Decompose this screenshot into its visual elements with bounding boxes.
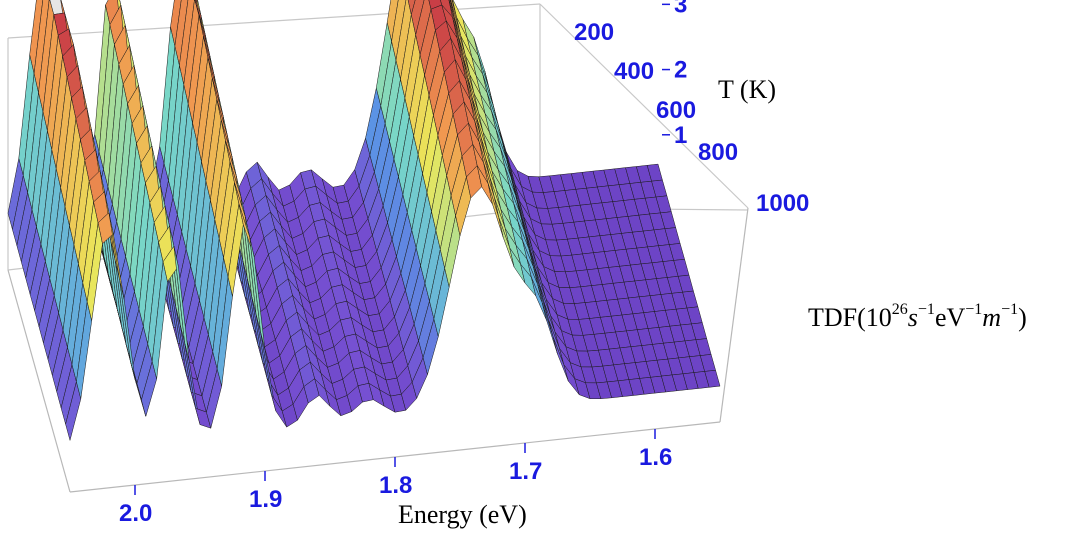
tdf-axis: 1234 [662,0,687,149]
temperature-tick-label: 400 [614,58,654,85]
temperature-axis-label: T (K) [718,75,776,104]
energy-axis: 2.0 1.9 1.8 1.7 1.6 [119,429,672,527]
energy-tick-label: 1.7 [509,458,542,485]
tdf-label-close: ) [1018,303,1027,332]
temperature-tick-label: 800 [698,139,738,166]
tdf-tick-label: 1 [674,122,687,149]
surface-patch [704,370,721,388]
temperature-tick-label: 600 [656,97,696,124]
tdf-axis-label: TDF(1026s−1eV−1m−1) [808,301,1027,332]
tdf-tick-label: 2 [674,57,687,84]
tdf-label-exp-m: −1 [1001,301,1018,318]
tdf-tick-label: 3 [674,0,687,18]
energy-tick-label: 1.9 [249,486,282,513]
energy-axis-label: Energy (eV) [398,500,527,529]
tdf-label-exp: 26 [892,301,908,318]
surface-mesh [7,0,721,442]
tdf-label-unit-ev: eV [935,303,966,332]
temperature-tick-label: 200 [574,19,614,46]
temperature-tick-label: 1000 [756,190,809,217]
tdf-label-unit-s: s [908,303,918,332]
energy-tick-label: 1.6 [639,444,672,471]
tdf-label-unit-m: m [982,303,1001,332]
surface-patch [386,0,399,42]
energy-tick-label: 2.0 [119,500,152,527]
tdf-label-prefix: TDF(10 [808,303,892,332]
surface-patch [170,0,182,47]
tdf-label-exp-s: −1 [918,301,935,318]
tdf-label-exp-ev: −1 [965,301,982,318]
energy-tick-label: 1.8 [379,472,412,499]
surface-patch [407,0,416,15]
